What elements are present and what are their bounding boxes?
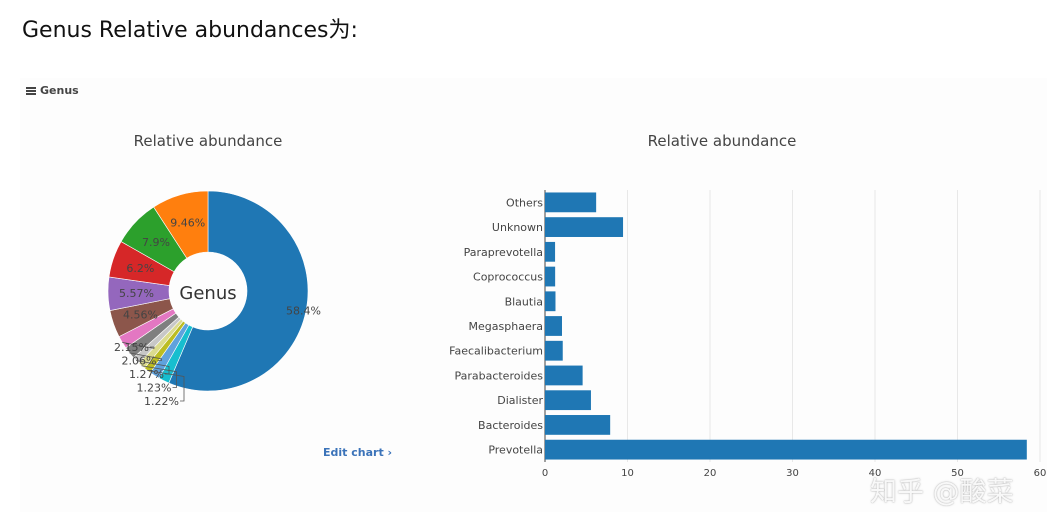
pie-slice-label: 9.46% [170, 216, 205, 229]
y-category-label: Faecalibacterium [449, 345, 543, 358]
pie-leader-line [147, 370, 185, 402]
x-tick-label: 10 [621, 468, 634, 479]
bar [545, 192, 597, 213]
y-category-label: Dialister [497, 394, 543, 407]
bar-chart: Relative abundance 0 10 20 30 40 50 60 Prevotell… [449, 132, 1046, 479]
chart-panel [20, 78, 1047, 512]
pie-slice-label: 6.2% [126, 262, 154, 275]
pie-slice-label: 1.22% [144, 395, 179, 408]
bar [545, 217, 624, 237]
watermark: 知乎 @酸菜 [870, 477, 1014, 508]
y-category-label: Unknown [492, 221, 543, 234]
pie-chart: Relative abundance 58.4% 4.56% 5.57% 6.2% 7.9… [107, 132, 321, 408]
bar [545, 415, 611, 435]
pie-leader-line [141, 365, 177, 388]
y-category-label: Blautia [505, 295, 543, 308]
bar [545, 291, 556, 312]
pie-slice-label: 1.27% [129, 368, 164, 381]
y-category-label: Parabacteroides [454, 369, 543, 382]
pie-leader-line [129, 352, 162, 361]
x-tick-label: 30 [786, 468, 799, 479]
bar [545, 316, 562, 336]
pie-center-label: Genus [179, 283, 236, 304]
bar [545, 390, 591, 411]
pie-slice-label: 1.23% [137, 382, 172, 395]
pie-leader-line [122, 341, 155, 349]
bar [545, 241, 556, 262]
page-heading: Genus Relative abundances为: [22, 18, 358, 43]
bar [545, 340, 563, 361]
y-category-label: Megasphaera [469, 320, 543, 333]
y-category-label: Paraprevotella [464, 246, 543, 259]
bar-title: Relative abundance [648, 132, 797, 150]
bar [545, 439, 1027, 460]
edit-chart-link[interactable]: Edit chart › [323, 446, 393, 459]
pie-slice-label: 4.56% [123, 309, 158, 322]
y-category-label: Coprococcus [473, 271, 543, 284]
genus-tab[interactable]: Genus [26, 84, 79, 97]
pie-slice-label: 7.9% [142, 236, 170, 249]
x-tick-label: 0 [542, 468, 548, 479]
genus-tab-label: Genus [40, 84, 79, 97]
x-tick-label: 20 [704, 468, 717, 479]
bar [545, 266, 556, 287]
bar [545, 365, 583, 386]
y-category-label: Prevotella [488, 444, 543, 457]
pie-slice [168, 190, 309, 392]
pie-slice [153, 190, 209, 259]
x-tick-label: 40 [869, 468, 882, 479]
y-category-label: Bacteroides [478, 419, 543, 432]
pie-title: Relative abundance [134, 132, 283, 150]
pie-slice-label: 2.15% [114, 341, 149, 354]
x-tick-label: 60 [1034, 468, 1047, 479]
y-category-label: Others [506, 196, 543, 209]
pie-slice-label: 58.4% [286, 305, 321, 318]
pie-slice-label: 5.57% [119, 287, 154, 300]
list-icon [26, 86, 36, 95]
x-tick-label: 50 [951, 468, 964, 479]
